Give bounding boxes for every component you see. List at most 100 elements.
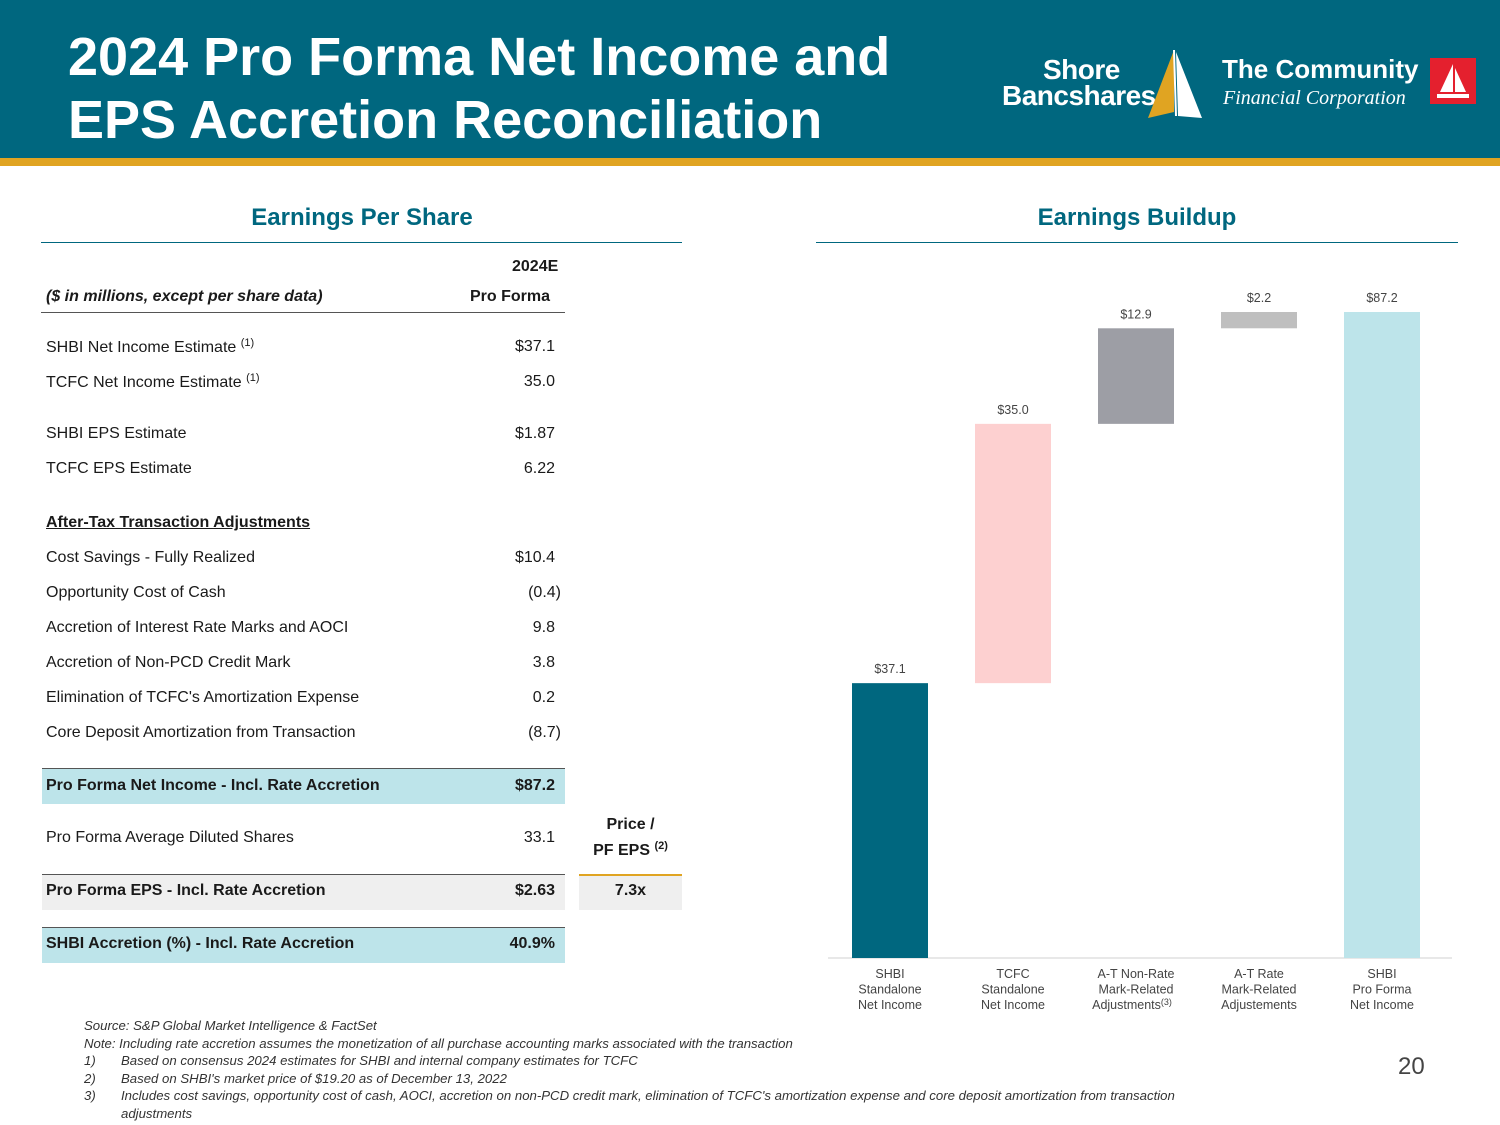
category-label: SHBI [1367, 967, 1396, 981]
data-label: $12.9 [1120, 307, 1151, 321]
data-label: $2.2 [1247, 291, 1271, 305]
header-accent-stripe [0, 158, 1500, 166]
price-eps-value: 7.3x [614, 882, 647, 899]
category-label: A-T Rate [1234, 967, 1284, 981]
category-label: Pro Forma [1352, 983, 1411, 997]
footnote-item: 2) Based on SHBI's market price of $19.20… [84, 1070, 507, 1086]
logo-community-word: The Community [1222, 54, 1419, 84]
adjustment-value: 0.2 [532, 689, 555, 706]
category-label: Mark-Related [1098, 983, 1173, 997]
category-label: Mark-Related [1221, 983, 1296, 997]
accretion-label: SHBI Accretion (%) - Incl. Rate Accretio… [46, 935, 355, 952]
accretion-value: 40.9% [509, 935, 555, 952]
data-label: $35.0 [997, 403, 1028, 417]
footnote-item-continued: adjustments [121, 1105, 193, 1121]
price-eps-accent-rule [579, 874, 682, 876]
adjustment-value: (8.7) [528, 724, 561, 741]
pro-forma-shares-label: Pro Forma Average Diluted Shares [46, 829, 294, 846]
category-label: A-T Non-Rate [1098, 967, 1175, 981]
adjustment-label: Opportunity Cost of Cash [46, 584, 226, 601]
adjustment-label: Elimination of TCFC's Amortization Expen… [46, 689, 360, 706]
row-rule [42, 874, 565, 875]
adjustment-label: Cost Savings - Fully Realized [46, 549, 255, 566]
category-label: Standalone [981, 983, 1044, 997]
price-header-line-1: Price / [606, 816, 655, 833]
category-label: Adjustments(3) [1092, 997, 1172, 1012]
pro-forma-eps-label: Pro Forma EPS - Incl. Rate Accretion [46, 882, 326, 899]
footnote-item: 1) Based on consensus 2024 estimates for … [84, 1053, 638, 1069]
pro-forma-net-income-row [42, 768, 565, 804]
data-label: $87.2 [1366, 291, 1397, 305]
accretion-row [42, 927, 565, 963]
shbi-eps-label: SHBI EPS Estimate [46, 425, 187, 442]
pro-forma-net-income-label: Pro Forma Net Income - Incl. Rate Accret… [46, 777, 380, 794]
category-label: Net Income [858, 998, 922, 1012]
community-financial-logo: The Community Financial Corporation [1222, 54, 1492, 114]
price-eps-cell [579, 874, 682, 910]
header-rule [41, 312, 565, 313]
footnote-ref: (1) [240, 337, 255, 349]
bar [1221, 312, 1297, 329]
col-header-pro-forma: Pro Forma [470, 288, 551, 305]
category-label: Net Income [981, 998, 1045, 1012]
tcfc-net-income-label: TCFC Net Income Estimate (1) [46, 372, 260, 391]
pro-forma-shares-value: 33.1 [523, 829, 555, 846]
tcfc-eps-value: 6.22 [523, 460, 555, 477]
footnote-note: Note: Including rate accretion assumes t… [84, 1035, 793, 1051]
adjustment-value: 3.8 [532, 654, 555, 671]
footnote-ref: (3) [1161, 997, 1172, 1007]
shbi-eps-value: $1.87 [514, 425, 555, 442]
logo-bancshares-word: Bancshares [1002, 80, 1156, 111]
pro-forma-net-income-value: $87.2 [514, 777, 555, 794]
sail-icon [1148, 50, 1202, 118]
pro-forma-eps-value: $2.63 [514, 882, 555, 899]
logo-financial-word: Financial Corporation [1223, 87, 1406, 109]
category-label: Net Income [1350, 998, 1414, 1012]
category-label: Standalone [858, 983, 921, 997]
title-line-1: 2024 Pro Forma Net Income and [68, 27, 891, 87]
adjustment-value: 9.8 [532, 619, 555, 636]
footnote-item: 3) Includes cost savings, opportunity cos… [84, 1088, 1175, 1104]
shbi-net-income-value: $37.1 [514, 338, 555, 355]
category-label: SHBI [875, 967, 904, 981]
bar [1098, 328, 1174, 424]
row-rule [42, 768, 565, 769]
buildup-section-rule [816, 242, 1458, 243]
shore-bancshares-logo: Shore Bancshares [996, 50, 1211, 130]
community-logo-box [1430, 58, 1476, 104]
title-line-2: EPS Accretion Reconciliation [68, 90, 823, 150]
bar [975, 423, 1051, 684]
tcfc-eps-label: TCFC EPS Estimate [46, 460, 192, 477]
bar [852, 683, 928, 958]
adjustments-heading: After-Tax Transaction Adjustments [46, 514, 311, 531]
adjustment-value: $10.4 [514, 549, 555, 566]
category-label: Adjustements [1221, 998, 1297, 1012]
footnote-ref: (1) [246, 372, 260, 384]
footnote-source: Source: S&P Global Market Intelligence &… [84, 1018, 377, 1033]
category-label: TCFC [996, 967, 1029, 981]
units-label: ($ in millions, except per share data) [46, 288, 323, 305]
data-label: $37.1 [874, 662, 905, 676]
buildup-section-title: Earnings Buildup [1037, 204, 1237, 231]
page-number: 20 [1398, 1053, 1425, 1080]
row-rule [42, 927, 565, 928]
sailboat-icon [1437, 64, 1469, 98]
pro-forma-eps-row [42, 874, 565, 910]
footnote-ref: (2) [654, 840, 668, 852]
eps-section-title: Earnings Per Share [251, 204, 473, 231]
adjustment-value: (0.4) [528, 584, 561, 601]
price-header-line-2: PF EPS (2) [593, 840, 668, 859]
footnotes: Source: S&P Global Market Intelligence &… [84, 1017, 1314, 1123]
adjustment-label: Core Deposit Amortization from Transacti… [46, 724, 356, 741]
col-header-year: 2024E [512, 258, 559, 275]
adjustment-label: Accretion of Interest Rate Marks and AOC… [46, 619, 349, 636]
page-title: 2024 Pro Forma Net Income and EPS Accret… [68, 26, 968, 152]
logo-shore-word: Shore [1043, 54, 1120, 85]
eps-section-rule [41, 242, 682, 243]
adjustment-label: Accretion of Non-PCD Credit Mark [46, 654, 291, 671]
bar [1344, 312, 1420, 958]
tcfc-net-income-value: 35.0 [523, 373, 555, 390]
shbi-net-income-label: SHBI Net Income Estimate (1) [46, 337, 255, 356]
header-band [0, 0, 1500, 158]
